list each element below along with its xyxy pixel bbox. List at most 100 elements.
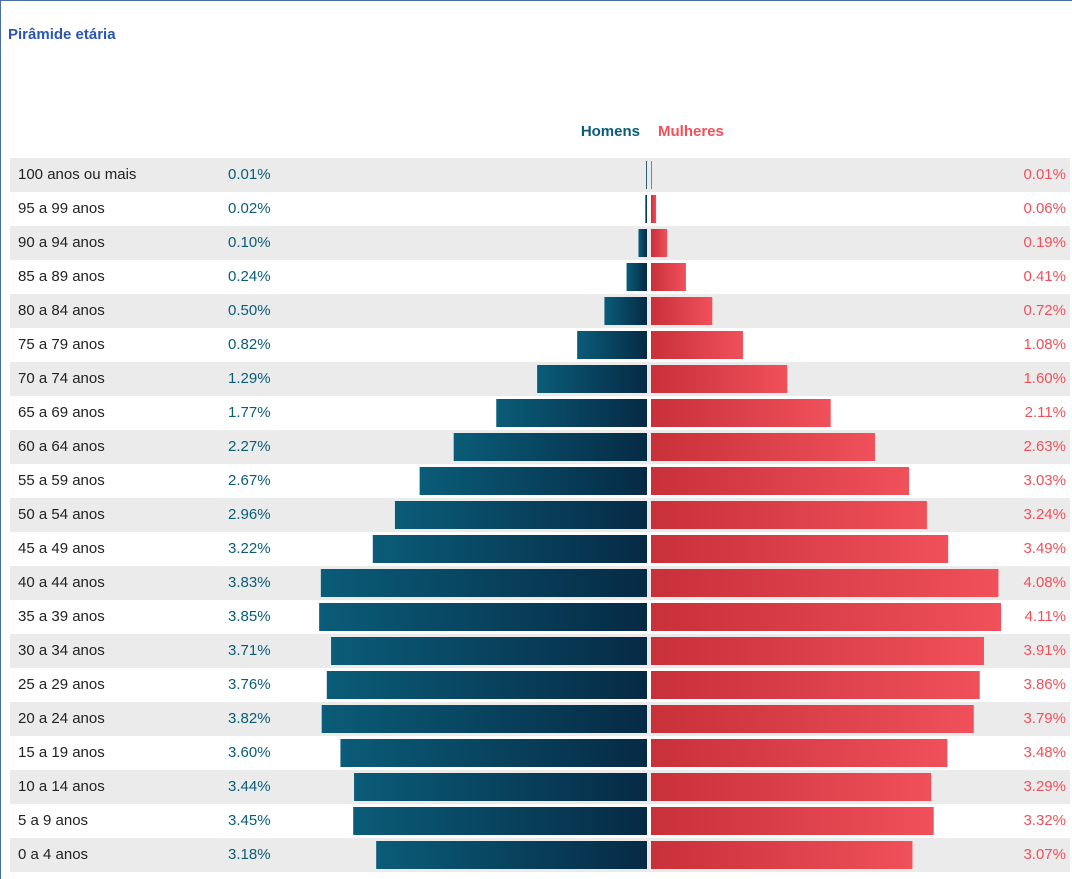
category-label: 5 a 9 anos <box>18 812 88 829</box>
value-label: 0.50% <box>228 302 271 319</box>
category-label: 55 a 59 anos <box>18 472 105 489</box>
value-label: 3.82% <box>228 710 271 727</box>
bar-men <box>419 467 647 495</box>
value-label: 0.72% <box>1023 302 1066 319</box>
bar-women <box>651 637 984 665</box>
legend-entry: Mulheres <box>658 123 724 140</box>
bar-women <box>651 365 788 393</box>
value-label: 4.08% <box>1023 574 1066 591</box>
bar-women <box>651 501 927 529</box>
row-background <box>10 226 1070 260</box>
value-label: 3.29% <box>1023 778 1066 795</box>
row-background <box>10 158 1070 192</box>
bar-women <box>651 161 652 189</box>
category-label: 65 a 69 anos <box>18 404 105 421</box>
bar-women <box>651 229 668 257</box>
bar-men <box>626 263 647 291</box>
bar-men <box>577 331 647 359</box>
value-label: 2.27% <box>228 438 271 455</box>
bar-women <box>651 195 657 223</box>
category-label: 25 a 29 anos <box>18 676 105 693</box>
category-label: 75 a 79 anos <box>18 336 105 353</box>
bar-men <box>645 195 647 223</box>
bar-men <box>453 433 647 461</box>
value-label: 1.60% <box>1023 370 1066 387</box>
bar-women <box>651 263 686 291</box>
bar-men <box>604 297 647 325</box>
category-label: 100 anos ou mais <box>18 166 136 183</box>
value-label: 0.06% <box>1023 200 1066 217</box>
value-label: 1.29% <box>228 370 271 387</box>
value-label: 2.63% <box>1023 438 1066 455</box>
bar-women <box>651 297 713 325</box>
bar-men <box>326 671 647 699</box>
category-label: 50 a 54 anos <box>18 506 105 523</box>
row-background <box>10 294 1070 328</box>
bar-men <box>372 535 647 563</box>
legend-entry: Homens <box>581 123 640 140</box>
category-label: 40 a 44 anos <box>18 574 105 591</box>
bar-women <box>651 467 910 495</box>
bar-women <box>651 841 913 869</box>
bar-men <box>353 807 647 835</box>
value-label: 3.91% <box>1023 642 1066 659</box>
bar-women <box>651 433 875 461</box>
value-label: 3.48% <box>1023 744 1066 761</box>
value-label: 3.76% <box>228 676 271 693</box>
value-label: 3.79% <box>1023 710 1066 727</box>
value-label: 3.32% <box>1023 812 1066 829</box>
bar-men <box>537 365 647 393</box>
value-label: 3.60% <box>228 744 271 761</box>
bar-men <box>320 569 647 597</box>
category-label: 45 a 49 anos <box>18 540 105 557</box>
value-label: 0.10% <box>228 234 271 251</box>
value-label: 1.77% <box>228 404 271 421</box>
category-label: 35 a 39 anos <box>18 608 105 625</box>
value-label: 0.41% <box>1023 268 1066 285</box>
category-label: 85 a 89 anos <box>18 268 105 285</box>
value-label: 2.11% <box>1025 404 1066 421</box>
value-label: 3.71% <box>228 642 271 659</box>
value-label: 1.08% <box>1023 336 1066 353</box>
value-label: 0.01% <box>1023 166 1066 183</box>
value-label: 3.18% <box>228 846 271 863</box>
bar-men <box>376 841 647 869</box>
value-label: 3.44% <box>228 778 271 795</box>
category-label: 15 a 19 anos <box>18 744 105 761</box>
bar-women <box>651 399 831 427</box>
value-label: 2.96% <box>228 506 271 523</box>
bar-men <box>646 161 647 189</box>
category-label: 60 a 64 anos <box>18 438 105 455</box>
bar-women <box>651 603 1001 631</box>
bar-men <box>319 603 647 631</box>
value-label: 3.45% <box>228 812 271 829</box>
category-label: 80 a 84 anos <box>18 302 105 319</box>
category-label: 0 a 4 anos <box>18 846 88 863</box>
value-label: 0.24% <box>228 268 271 285</box>
value-label: 3.07% <box>1023 846 1066 863</box>
category-label: 20 a 24 anos <box>18 710 105 727</box>
bar-women <box>651 705 974 733</box>
bar-men <box>394 501 647 529</box>
bar-men <box>638 229 647 257</box>
bar-men <box>331 637 647 665</box>
bar-women <box>651 671 980 699</box>
bar-women <box>651 535 949 563</box>
bar-men <box>496 399 647 427</box>
value-label: 3.22% <box>228 540 271 557</box>
category-label: 90 a 94 anos <box>18 234 105 251</box>
bar-women <box>651 807 934 835</box>
value-label: 0.02% <box>228 200 271 217</box>
value-label: 3.03% <box>1023 472 1066 489</box>
value-label: 0.19% <box>1023 234 1066 251</box>
value-label: 3.85% <box>228 608 271 625</box>
value-label: 4.11% <box>1025 608 1066 625</box>
bar-men <box>354 773 647 801</box>
category-label: 30 a 34 anos <box>18 642 105 659</box>
bar-men <box>340 739 647 767</box>
value-label: 3.24% <box>1023 506 1066 523</box>
category-label: 70 a 74 anos <box>18 370 105 387</box>
value-label: 0.01% <box>228 166 271 183</box>
